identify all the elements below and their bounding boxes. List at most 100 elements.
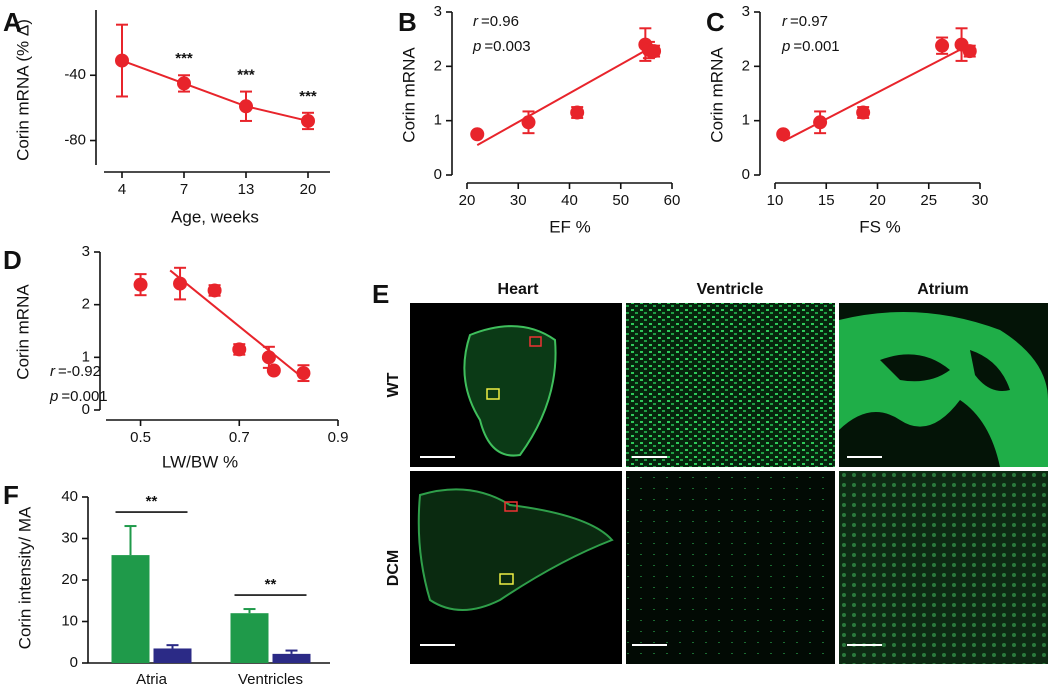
x-tick-label: 0.7 xyxy=(229,429,250,446)
stat-label: r =0.96 xyxy=(473,13,519,30)
x-tick-label: Atria xyxy=(136,671,168,688)
image-panel: E Heart Ventricle Atrium WT DCM xyxy=(372,279,1048,664)
roi-box xyxy=(529,336,542,347)
data-point xyxy=(776,127,791,142)
x-tick-label: 30 xyxy=(510,192,527,209)
data-line xyxy=(121,59,309,122)
atrium-tissue xyxy=(839,312,1048,467)
significance-label: ** xyxy=(265,576,277,593)
micrograph xyxy=(626,471,835,664)
x-tick-label: 50 xyxy=(612,192,629,209)
x-tick-label: 20 xyxy=(459,192,476,209)
data-point xyxy=(173,276,188,291)
bar xyxy=(153,648,192,663)
bar xyxy=(272,653,311,663)
y-tick-label: 3 xyxy=(434,3,442,20)
data-point xyxy=(232,342,247,357)
x-tick-label: 7 xyxy=(180,181,188,198)
heart-tissue xyxy=(463,325,557,457)
y-tick-label: 0 xyxy=(82,401,90,418)
panel-letter: A xyxy=(3,7,22,37)
y-tick-label: 3 xyxy=(82,243,90,260)
panel-letter: E xyxy=(372,279,389,309)
x-tick-label: 4 xyxy=(118,181,126,198)
roi-box xyxy=(486,388,500,400)
error-bar xyxy=(285,649,298,654)
x-tick-label: 0.5 xyxy=(130,429,151,446)
y-tick-label: 10 xyxy=(61,612,78,629)
roi-box xyxy=(499,573,514,585)
y-tick-label: 0 xyxy=(70,654,78,671)
error-bar xyxy=(124,525,137,556)
stat-symbol: p xyxy=(781,38,790,55)
x-tick-label: 40 xyxy=(561,192,578,209)
stat-label: r =0.97 xyxy=(782,13,828,30)
row-header: DCM xyxy=(385,550,402,586)
y-axis-label: Corin mRNA xyxy=(707,47,726,143)
stat-symbol: r xyxy=(473,13,479,30)
x-axis-label: EF % xyxy=(549,217,591,236)
panel-letter: B xyxy=(398,7,417,37)
y-tick-label: 1 xyxy=(82,348,90,365)
y-tick-label: 20 xyxy=(61,571,78,588)
data-point xyxy=(301,113,315,128)
fit-line xyxy=(169,269,305,380)
data-point xyxy=(177,76,191,91)
stat-value: =-0.92 xyxy=(58,363,101,380)
atrium-lumen xyxy=(880,350,1010,391)
data-point xyxy=(962,44,977,59)
data-point xyxy=(570,105,585,120)
stat-symbol: p xyxy=(49,388,58,405)
stat-label: p =0.001 xyxy=(781,38,840,55)
data-point xyxy=(470,127,485,142)
stat-value: =0.96 xyxy=(481,13,519,30)
y-tick-label: 2 xyxy=(434,57,442,74)
x-tick-label: 15 xyxy=(818,192,835,209)
significance-label: *** xyxy=(175,50,193,67)
x-tick-label: 60 xyxy=(664,192,681,209)
panel-letter: C xyxy=(706,7,725,37)
y-axis-label: Corin mRNA xyxy=(13,284,32,380)
fit-line xyxy=(476,49,647,146)
data-point xyxy=(647,44,662,59)
x-tick-label: 20 xyxy=(869,192,886,209)
y-tick-label: 2 xyxy=(742,57,750,74)
column-header: Atrium xyxy=(917,281,969,298)
y-tick-label: 30 xyxy=(61,529,78,546)
stat-value: =0.001 xyxy=(793,38,839,55)
y-tick-label: -80 xyxy=(64,131,86,148)
data-point xyxy=(813,115,828,130)
y-tick-label: 1 xyxy=(742,112,750,129)
y-tick-label: 40 xyxy=(61,488,78,505)
stat-label: r =-0.92 xyxy=(50,363,101,380)
column-header: Heart xyxy=(498,281,540,298)
data-point xyxy=(935,38,950,53)
significance-label: ** xyxy=(146,493,158,510)
y-tick-label: 1 xyxy=(434,112,442,129)
x-axis-label: LW/BW % xyxy=(162,452,238,471)
stat-symbol: r xyxy=(782,13,788,30)
panel-letter: F xyxy=(3,480,19,510)
y-tick-label: 0 xyxy=(434,166,442,183)
stat-value: =0.003 xyxy=(484,38,530,55)
y-tick-label: 0 xyxy=(742,166,750,183)
micrograph xyxy=(839,471,1048,664)
x-tick-label: 25 xyxy=(920,192,937,209)
y-axis-label: Corin mRNA xyxy=(399,47,418,143)
data-point xyxy=(266,363,281,378)
stat-label: p =0.003 xyxy=(472,38,531,55)
stat-label: p =0.001 xyxy=(49,388,108,405)
significance-label: *** xyxy=(299,88,317,105)
x-axis-label: FS % xyxy=(859,217,901,236)
significance-label: *** xyxy=(237,67,255,84)
x-tick-label: 13 xyxy=(238,181,255,198)
data-point xyxy=(207,283,222,298)
data-point xyxy=(261,350,276,365)
bar xyxy=(111,555,150,663)
x-axis-label: Age, weeks xyxy=(171,207,259,226)
stat-symbol: p xyxy=(472,38,481,55)
y-axis-label: Corin mRNA (% Δ) xyxy=(13,19,32,161)
data-point xyxy=(115,53,129,68)
roi-box xyxy=(504,501,518,512)
